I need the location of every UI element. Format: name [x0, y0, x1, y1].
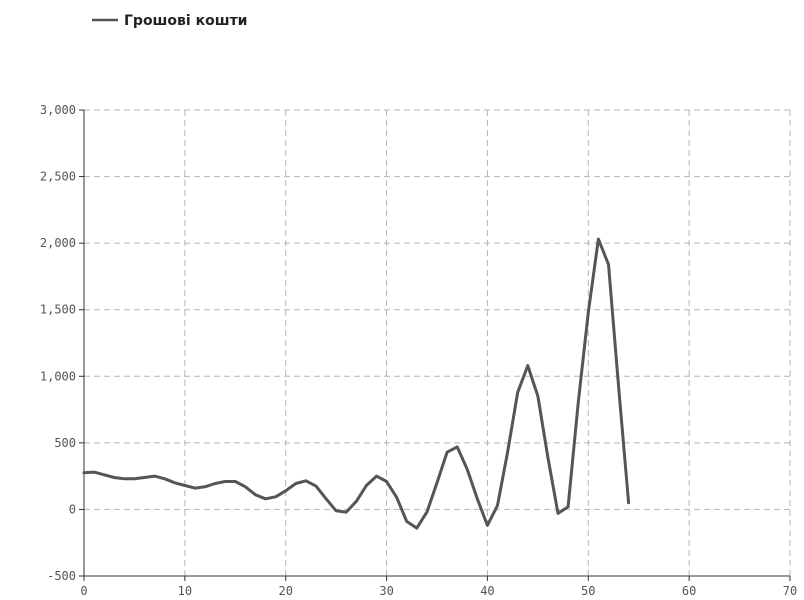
- data-point: [213, 482, 217, 485]
- y-axis-ticks: -500 0 500 1,000 1,500 2,000 2,500 3,000: [40, 103, 84, 583]
- data-point: [264, 497, 267, 500]
- data-point: [375, 474, 378, 478]
- data-point: [203, 485, 207, 488]
- data-point: [274, 495, 277, 498]
- series-line: [82, 237, 631, 530]
- data-point: [405, 520, 408, 523]
- data-point: [617, 384, 620, 387]
- data-point: [143, 476, 146, 479]
- legend: Грошові кошти: [92, 13, 248, 29]
- data-point: [254, 493, 257, 496]
- data-point: [627, 501, 630, 504]
- grid: [84, 109, 791, 576]
- data-point: [506, 450, 509, 454]
- x-tick-label: 0: [80, 584, 87, 598]
- data-point: [395, 496, 398, 499]
- data-point: [334, 509, 338, 512]
- data-point: [425, 510, 429, 514]
- y-tick-label: 1,000: [40, 369, 76, 383]
- data-point: [224, 480, 227, 483]
- data-point: [82, 471, 86, 475]
- data-point: [183, 484, 187, 487]
- data-point: [153, 474, 156, 478]
- data-point: [345, 510, 348, 514]
- data-point: [445, 450, 449, 454]
- data-point: [304, 479, 308, 483]
- data-point: [314, 484, 318, 488]
- y-tick-label: 2,500: [40, 170, 76, 184]
- x-tick-label: 20: [278, 584, 292, 598]
- y-tick-label: 0: [69, 502, 76, 516]
- data-point: [294, 482, 297, 485]
- data-point: [556, 512, 560, 515]
- y-tick-label: -500: [47, 569, 76, 583]
- data-point: [234, 480, 237, 483]
- data-point: [163, 477, 166, 481]
- data-point: [102, 473, 106, 477]
- axes: [83, 110, 790, 577]
- data-point: [244, 485, 247, 488]
- x-tick-label: 40: [480, 584, 494, 598]
- x-axis-ticks: 0 10 20 30 40 50 60 70: [80, 576, 797, 598]
- data-point: [466, 468, 469, 471]
- legend-label: Грошові кошти: [124, 13, 248, 29]
- data-point: [536, 395, 540, 398]
- data-point: [546, 456, 550, 459]
- series-layer: [82, 237, 631, 530]
- data-point: [284, 489, 287, 492]
- x-tick-label: 30: [379, 584, 393, 598]
- data-point: [496, 504, 499, 507]
- data-point: [476, 497, 479, 500]
- y-tick-label: 3,000: [40, 103, 76, 117]
- data-point: [526, 364, 529, 367]
- data-point: [193, 486, 197, 490]
- x-tick-label: 50: [581, 584, 595, 598]
- data-point: [365, 484, 368, 487]
- y-tick-label: 2,000: [40, 236, 76, 250]
- data-point: [123, 477, 126, 481]
- data-point: [486, 524, 489, 527]
- data-point: [355, 500, 358, 503]
- data-point: [577, 401, 580, 405]
- data-point: [607, 263, 610, 266]
- y-tick-label: 500: [54, 436, 76, 450]
- data-point: [113, 476, 116, 479]
- data-point: [516, 391, 519, 394]
- x-tick-label: 70: [783, 584, 797, 598]
- data-point: [133, 477, 136, 481]
- data-point: [587, 311, 590, 314]
- data-point: [324, 497, 328, 500]
- data-point: [455, 445, 459, 449]
- x-tick-label: 60: [682, 584, 696, 598]
- data-point: [435, 481, 439, 484]
- data-point: [385, 480, 388, 483]
- x-tick-label: 10: [178, 584, 192, 598]
- data-point: [566, 505, 570, 508]
- y-tick-label: 1,500: [40, 303, 76, 317]
- data-point: [597, 237, 600, 241]
- data-point: [415, 526, 419, 530]
- data-point: [173, 481, 176, 484]
- data-point: [92, 470, 96, 474]
